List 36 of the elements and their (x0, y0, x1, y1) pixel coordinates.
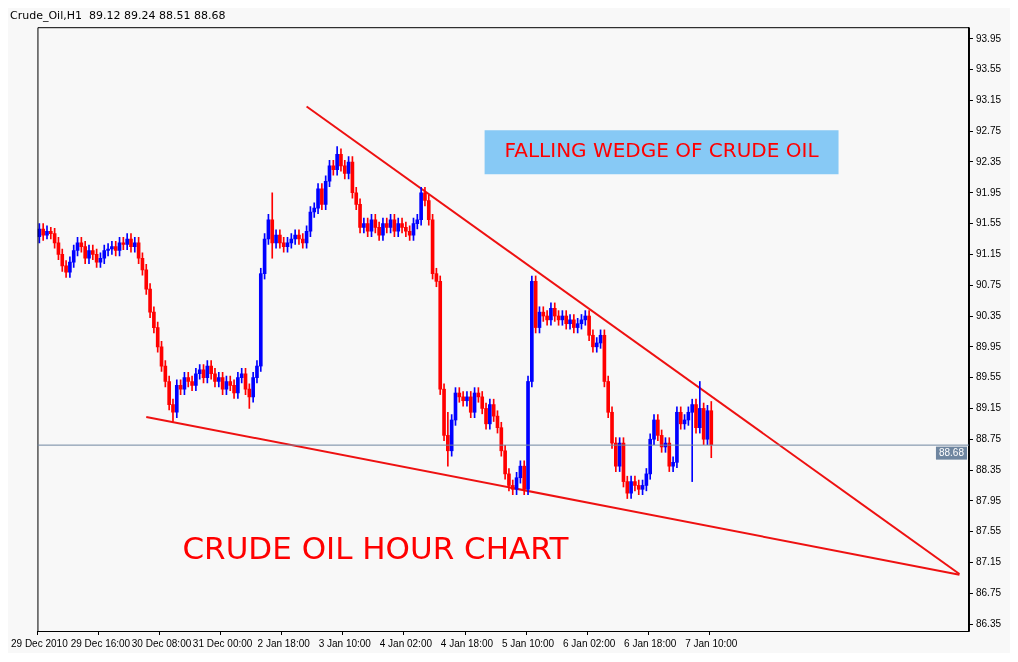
y-tick-label: 87.95 (975, 494, 1002, 506)
ref-line-label: 88.68 (938, 447, 965, 459)
y-tick-label: 87.55 (975, 525, 1002, 537)
y-tick-label: 90.35 (975, 309, 1002, 321)
y-tick-label: 91.55 (975, 217, 1002, 229)
x-tick-label: 4 Jan 02:00 (379, 637, 433, 649)
x-tick-label: 6 Jan 18:00 (624, 637, 677, 649)
x-tick-label: 6 Jan 02:00 (562, 637, 616, 649)
x-tick-label: 2 Jan 18:00 (257, 637, 311, 649)
x-tick-label: 7 Jan 10:00 (685, 637, 738, 649)
y-tick-label: 89.55 (975, 371, 1002, 383)
y-tick-label: 93.15 (975, 94, 1002, 106)
y-tick-label: 88.35 (975, 463, 1002, 475)
x-tick-label: 29 Dec 2010 (11, 637, 69, 649)
y-tick-label: 88.75 (975, 432, 1002, 444)
annotation: FALLING WEDGE OF CRUDE OIL (504, 138, 820, 163)
x-tick-label: 30 Dec 08:00 (131, 637, 192, 649)
y-tick-label: 87.15 (975, 556, 1002, 568)
x-tick-label: 5 Jan 10:00 (501, 637, 555, 649)
y-tick-label: 91.15 (975, 248, 1002, 260)
y-tick-label: 93.95 (975, 32, 1002, 44)
x-tick-label: 31 Dec 00:00 (192, 637, 253, 649)
y-tick-label: 86.75 (975, 587, 1002, 599)
annotation: CRUDE OIL HOUR CHART (182, 530, 570, 567)
y-tick-label: 89.15 (975, 402, 1002, 414)
y-tick-label: 90.75 (975, 278, 1002, 290)
x-tick-label: 3 Jan 10:00 (318, 637, 372, 649)
x-tick-label: 29 Dec 16:00 (70, 637, 131, 649)
y-tick-label: 86.35 (975, 617, 1002, 629)
y-tick-label: 92.75 (975, 124, 1002, 136)
y-tick-label: 92.35 (975, 155, 1002, 167)
x-tick-label: 4 Jan 18:00 (440, 637, 494, 649)
chart-title: Crude_Oil,H1 89.12 89.24 88.51 88.68 (10, 9, 226, 23)
y-tick-label: 93.55 (975, 63, 1002, 75)
y-tick-label: 91.95 (975, 186, 1002, 198)
y-tick-label: 89.95 (975, 340, 1002, 352)
